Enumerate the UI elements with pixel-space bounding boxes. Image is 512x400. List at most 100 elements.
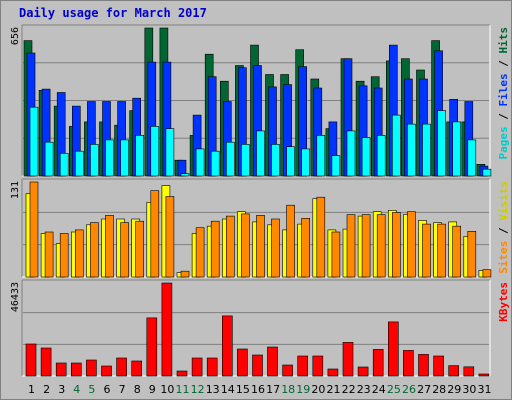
bar-sites-day-28 [437, 223, 446, 278]
bar-pages-day-6 [105, 139, 114, 177]
bar-sites-day-14 [226, 215, 235, 278]
bar-sites-day-24 [376, 214, 386, 278]
x-tick-label-day-3: 3 [58, 383, 65, 396]
panel-3-legend: KBytes [497, 282, 510, 322]
legend-visits: Visits [497, 181, 510, 221]
bar-kbytes-day-23 [357, 366, 369, 377]
bar-pages-day-31 [482, 168, 492, 177]
x-tick-label-day-10: 10 [160, 383, 174, 396]
bar-pages-day-29 [452, 121, 462, 177]
x-tick-label-day-30: 30 [462, 383, 476, 396]
legend-separator: / [497, 221, 510, 241]
bar-sites-day-26 [407, 211, 416, 278]
bar-sites-day-21 [331, 231, 341, 278]
x-tick-label-day-4: 4 [73, 383, 80, 396]
bar-sites-day-11 [180, 270, 190, 278]
legend-separator: / [497, 54, 510, 74]
x-tick-label-day-13: 13 [206, 383, 220, 396]
panel-2-max-label: 131 [10, 181, 21, 199]
bar-sites-day-10 [165, 196, 175, 278]
bar-kbytes-day-18 [282, 364, 293, 377]
bar-kbytes-day-22 [342, 342, 354, 377]
bar-sites-day-12 [195, 227, 205, 278]
bar-kbytes-day-28 [433, 355, 444, 377]
bar-kbytes-day-15 [237, 348, 248, 377]
bar-kbytes-day-26 [403, 350, 414, 377]
bar-kbytes-day-30 [463, 366, 475, 377]
bar-sites-day-15 [241, 213, 250, 278]
bar-sites-day-25 [391, 212, 401, 278]
bar-pages-day-14 [226, 141, 235, 177]
bar-kbytes-day-1 [25, 343, 37, 377]
bar-pages-day-19 [301, 148, 311, 177]
bar-pages-day-23 [361, 137, 371, 177]
bar-kbytes-day-27 [418, 354, 429, 377]
bar-pages-day-24 [376, 135, 386, 177]
bar-kbytes-day-21 [327, 368, 339, 377]
bar-sites-day-6 [105, 215, 114, 278]
bar-kbytes-day-14 [222, 315, 233, 377]
bar-sites-day-3 [59, 233, 69, 278]
bar-pages-day-16 [256, 130, 265, 177]
x-tick-label-day-25: 25 [387, 383, 401, 396]
bar-kbytes-day-16 [252, 354, 263, 377]
bar-kbytes-day-5 [86, 359, 97, 377]
x-tick-label-day-5: 5 [88, 383, 95, 396]
bar-pages-day-11 [180, 173, 190, 177]
panel-3-max-label: 46433 [10, 282, 21, 312]
bar-pages-day-26 [407, 123, 416, 177]
bar-kbytes-day-25 [387, 321, 399, 377]
bar-sites-day-27 [422, 223, 431, 278]
x-tick-label-day-18: 18 [281, 383, 295, 396]
legend-hits: Hits [497, 27, 510, 54]
bar-sites-day-18 [286, 204, 295, 278]
x-tick-label-day-8: 8 [134, 383, 141, 396]
bar-kbytes-day-3 [55, 362, 67, 377]
bar-pages-day-15 [241, 144, 250, 177]
x-tick-label-day-6: 6 [104, 383, 111, 396]
bar-pages-day-1 [29, 106, 39, 177]
bar-sites-day-16 [256, 215, 265, 278]
bar-sites-day-1 [29, 181, 39, 278]
x-tick-label-day-23: 23 [357, 383, 371, 396]
bar-pages-day-2 [44, 141, 54, 177]
x-tick-label-day-14: 14 [221, 383, 235, 396]
bar-pages-day-18 [286, 146, 295, 177]
legend-pages: Pages [497, 126, 510, 159]
x-tick-label-day-22: 22 [342, 383, 356, 396]
bar-sites-day-29 [452, 225, 462, 278]
chart-title: Daily usage for March 2017 [19, 6, 207, 20]
x-tick-label-day-31: 31 [478, 383, 492, 396]
x-tick-label-day-11: 11 [176, 383, 190, 396]
bar-pages-day-13 [210, 150, 220, 177]
legend-separator: / [497, 107, 510, 127]
bar-kbytes-day-20 [312, 355, 324, 377]
bar-kbytes-day-31 [478, 373, 490, 377]
bar-sites-day-7 [120, 222, 129, 278]
bar-pages-day-25 [391, 114, 401, 177]
bar-pages-day-28 [437, 110, 446, 177]
bar-sites-day-31 [482, 269, 492, 278]
legend-kbytes: KBytes [497, 282, 510, 322]
bar-pages-day-5 [90, 144, 99, 177]
x-tick-label-day-28: 28 [432, 383, 446, 396]
bar-sites-day-8 [135, 220, 144, 278]
bar-sites-day-13 [210, 220, 220, 278]
panel-1-legend: Pages / Files / Hits [497, 27, 510, 160]
x-tick-label-day-7: 7 [119, 383, 126, 396]
bar-sites-day-5 [90, 222, 99, 278]
bar-sites-day-4 [75, 229, 84, 278]
bar-sites-day-17 [271, 218, 280, 278]
bar-sites-day-23 [361, 214, 371, 278]
bar-pages-day-8 [135, 135, 144, 177]
bar-kbytes-day-9 [146, 317, 158, 377]
x-tick-label-day-15: 15 [236, 383, 250, 396]
bar-kbytes-day-8 [131, 360, 142, 377]
x-tick-label-day-26: 26 [402, 383, 416, 396]
bar-pages-day-9 [150, 126, 160, 177]
bar-pages-day-27 [422, 123, 431, 177]
bar-sites-day-22 [346, 214, 356, 278]
bar-kbytes-day-29 [448, 365, 460, 377]
x-tick-label-day-9: 9 [149, 383, 156, 396]
